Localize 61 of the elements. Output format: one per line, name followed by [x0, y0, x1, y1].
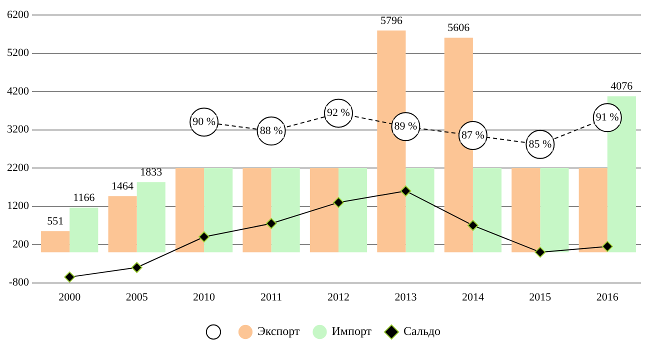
data-label: 4076	[610, 80, 634, 93]
point	[64, 272, 76, 283]
legend-label: Экспорт	[257, 324, 301, 338]
point	[602, 240, 613, 252]
bar	[41, 231, 70, 252]
data-label: 87 %	[461, 129, 484, 142]
x-tick-label: 2005	[126, 291, 148, 304]
x-tick-label: 2010	[193, 291, 216, 304]
legend-label: Импорт	[332, 324, 372, 338]
data-label: 90 %	[192, 116, 216, 128]
x-tick-label: 2011	[260, 291, 282, 304]
bar	[578, 168, 608, 252]
point	[198, 231, 210, 242]
legend-label: Сальдо	[404, 324, 441, 338]
bar	[607, 96, 636, 252]
y-tick-label: 1200	[7, 200, 30, 212]
point	[266, 218, 277, 229]
data-label: 91 %	[596, 112, 619, 124]
data-label: 5796	[380, 14, 403, 27]
bar	[406, 168, 434, 252]
point	[467, 220, 478, 231]
x-tick-label: 2016	[596, 291, 619, 304]
bar	[271, 168, 300, 252]
data-label: 85 %	[528, 138, 552, 150]
bar	[377, 30, 406, 252]
data-label: 1464	[112, 180, 134, 193]
data-label: 551	[47, 216, 64, 228]
x-tick-label: 2012	[328, 291, 350, 304]
x-tick-label: 2014	[462, 291, 484, 304]
bar	[444, 38, 473, 252]
bar	[512, 168, 540, 252]
y-tick-label: 4200	[7, 85, 30, 98]
point	[534, 246, 546, 258]
bar	[204, 168, 233, 252]
y-tick-label: 200	[12, 238, 30, 250]
point	[400, 185, 412, 196]
point	[333, 196, 344, 208]
y-tick-label: 6200	[7, 8, 30, 21]
bar	[242, 168, 272, 252]
bar	[472, 168, 502, 252]
bar	[108, 196, 137, 252]
data-label: 88 %	[260, 124, 283, 137]
bar	[310, 168, 338, 252]
data-label: 5606	[448, 22, 470, 34]
bar	[70, 208, 98, 252]
x-tick-label: 2013	[394, 291, 418, 304]
y-tick-label: 3200	[7, 124, 30, 136]
y-tick-label: -800	[8, 276, 30, 289]
y-tick-label: 2200	[7, 162, 30, 174]
x-tick-label: 2015	[529, 291, 552, 304]
point	[131, 262, 142, 273]
x-tick-label: 2000	[58, 291, 82, 304]
y-tick-label: 5200	[7, 47, 30, 60]
data-label: 1166	[73, 192, 96, 204]
bar	[338, 168, 368, 252]
data-label: 92 %	[327, 107, 350, 120]
bar	[540, 168, 569, 252]
data-label: 89 %	[394, 120, 418, 132]
data-label: 1833	[140, 166, 163, 178]
bar	[136, 182, 166, 252]
bar	[175, 168, 204, 252]
